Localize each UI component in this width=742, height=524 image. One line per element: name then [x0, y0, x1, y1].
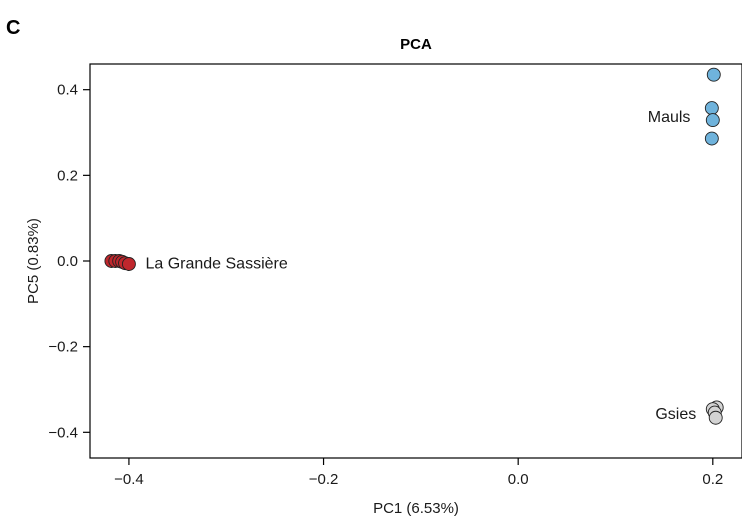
data-points [104, 67, 724, 425]
y-axis: −0.4 −0.2 0.0 0.2 0.4 [48, 82, 90, 441]
y-tick-label: −0.2 [48, 339, 78, 356]
group-label: La Grande Sassière [145, 255, 287, 272]
y-tick-label: 0.4 [57, 82, 78, 99]
y-tick-label: 0.2 [57, 167, 78, 184]
group-labels: La Grande Sassière Mauls Gsies [145, 109, 696, 423]
data-point [121, 257, 136, 271]
chart-title: PCA [400, 36, 432, 53]
x-tick-label: −0.4 [114, 471, 144, 488]
data-point [705, 113, 720, 128]
x-tick-label: 0.2 [702, 471, 723, 488]
y-tick-label: −0.4 [48, 424, 78, 441]
group-label: Mauls [648, 109, 691, 126]
x-axis-label: PC1 (6.53%) [373, 500, 459, 517]
x-tick-label: −0.2 [309, 471, 339, 488]
data-point [704, 101, 719, 116]
data-point [708, 410, 723, 425]
x-tick-label: 0.0 [508, 471, 529, 488]
y-axis-label: PC5 (0.83%) [25, 218, 42, 304]
panel-letter: C [6, 17, 20, 39]
x-axis: −0.4 −0.2 0.0 0.2 [114, 458, 723, 488]
group-label: Gsies [655, 406, 696, 423]
y-tick-label: 0.0 [57, 253, 78, 270]
data-point [704, 131, 719, 146]
data-point [706, 67, 721, 82]
